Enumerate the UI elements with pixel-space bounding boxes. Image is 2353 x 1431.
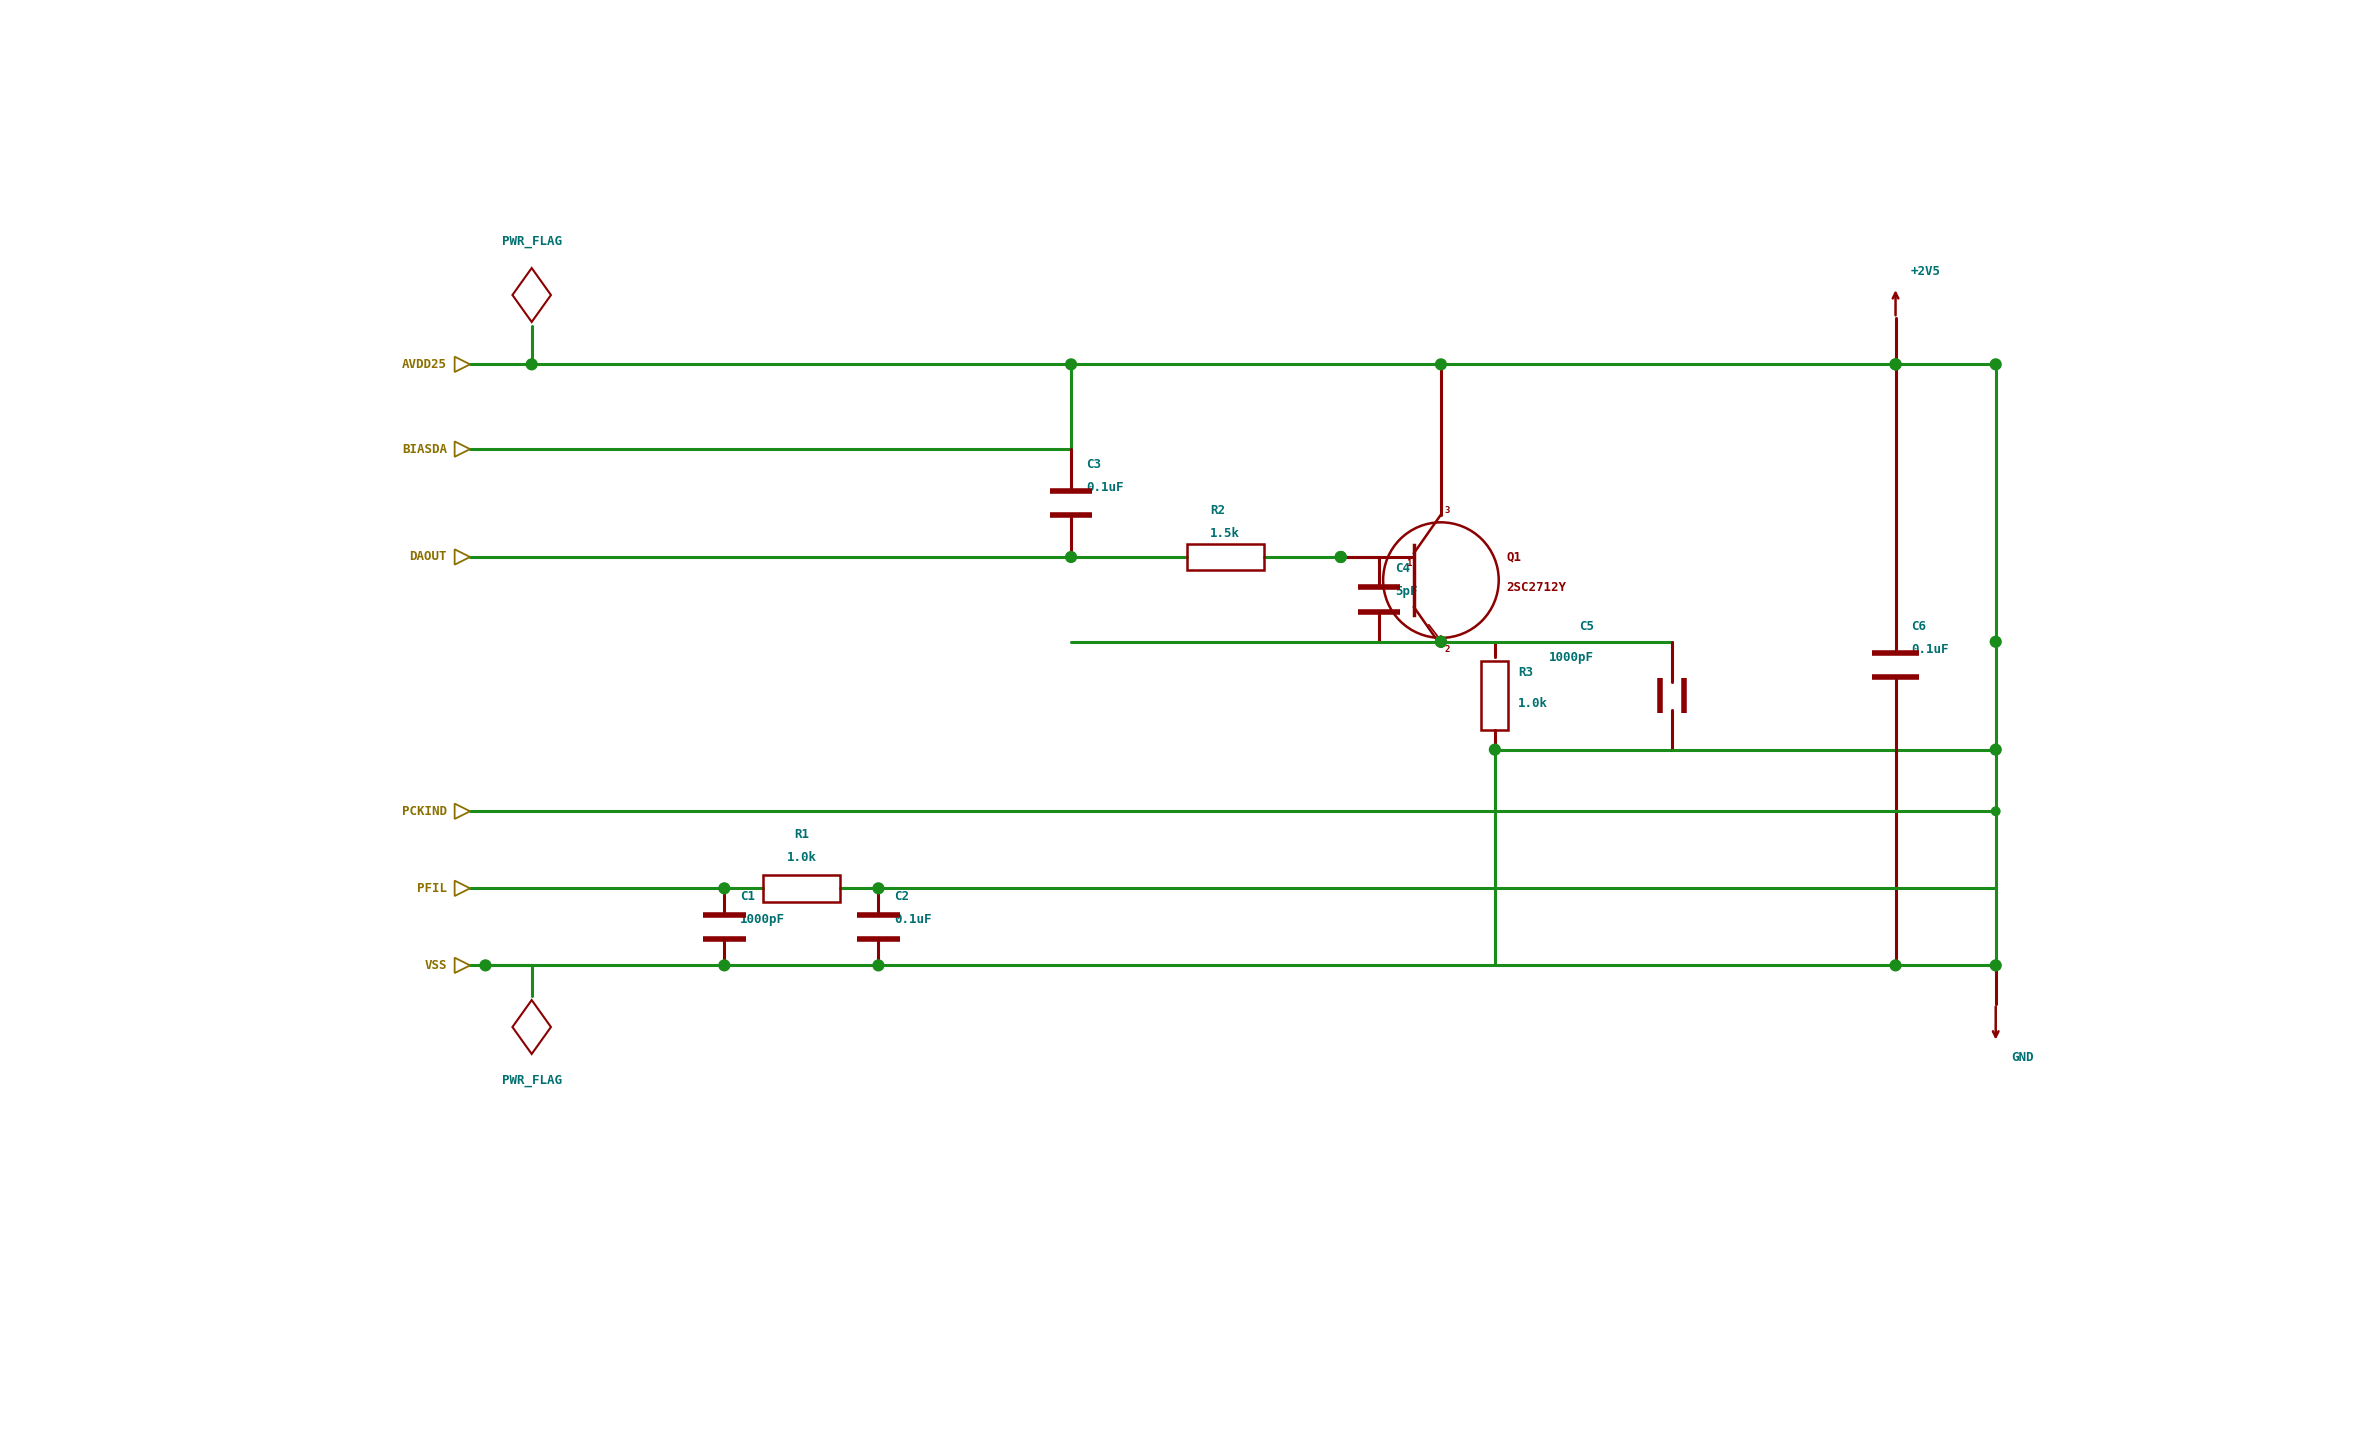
Circle shape xyxy=(1991,960,2000,970)
Text: 1.5k: 1.5k xyxy=(1209,528,1240,541)
Circle shape xyxy=(1889,960,1901,970)
Circle shape xyxy=(1489,744,1501,756)
Circle shape xyxy=(480,960,492,970)
Text: PWR_FLAG: PWR_FLAG xyxy=(501,235,562,248)
Text: C3: C3 xyxy=(1087,458,1101,471)
Circle shape xyxy=(527,359,536,369)
Text: C4: C4 xyxy=(1395,562,1409,575)
Text: VSS: VSS xyxy=(424,959,447,972)
Text: 3: 3 xyxy=(1445,507,1449,515)
Bar xyxy=(1482,661,1508,730)
Text: 0.1uF: 0.1uF xyxy=(1911,643,1948,655)
Text: R1: R1 xyxy=(793,829,809,841)
Text: AVDD25: AVDD25 xyxy=(402,358,447,371)
Text: R3: R3 xyxy=(1518,665,1534,680)
Text: 1.0k: 1.0k xyxy=(1518,697,1548,710)
Circle shape xyxy=(1435,637,1447,647)
Text: 1.0k: 1.0k xyxy=(786,851,816,864)
Circle shape xyxy=(1435,359,1447,369)
Text: 2: 2 xyxy=(1445,645,1449,654)
Text: 2SC2712Y: 2SC2712Y xyxy=(1506,581,1567,594)
Text: R2: R2 xyxy=(1209,504,1226,517)
Text: PFIL: PFIL xyxy=(416,881,447,894)
Circle shape xyxy=(873,960,885,970)
Text: 1000pF: 1000pF xyxy=(1548,651,1593,664)
Bar xyxy=(1186,544,1264,571)
Circle shape xyxy=(1337,551,1346,562)
Text: PCKIND: PCKIND xyxy=(402,804,447,817)
Text: C5: C5 xyxy=(1579,620,1595,633)
Text: BIASDA: BIASDA xyxy=(402,442,447,455)
Text: 5pF: 5pF xyxy=(1395,585,1417,598)
Circle shape xyxy=(1066,359,1075,369)
Circle shape xyxy=(1435,637,1447,647)
Circle shape xyxy=(1991,359,2000,369)
Circle shape xyxy=(720,883,729,894)
Text: +2V5: +2V5 xyxy=(1911,265,1941,279)
Bar xyxy=(762,874,840,902)
Text: 0.1uF: 0.1uF xyxy=(894,913,932,926)
Text: C1: C1 xyxy=(739,890,755,903)
Text: 0.1uF: 0.1uF xyxy=(1087,481,1125,494)
Text: PWR_FLAG: PWR_FLAG xyxy=(501,1075,562,1088)
Circle shape xyxy=(1991,637,2000,647)
Text: C6: C6 xyxy=(1911,620,1927,633)
Text: 1: 1 xyxy=(1407,558,1412,568)
Text: DAOUT: DAOUT xyxy=(409,551,447,564)
Text: C2: C2 xyxy=(894,890,908,903)
Circle shape xyxy=(1889,359,1901,369)
Text: GND: GND xyxy=(2012,1052,2033,1065)
Circle shape xyxy=(1991,744,2000,756)
Circle shape xyxy=(720,960,729,970)
Circle shape xyxy=(1991,807,2000,816)
Text: 1000pF: 1000pF xyxy=(739,913,786,926)
Circle shape xyxy=(873,883,885,894)
Circle shape xyxy=(1889,359,1901,369)
Text: Q1: Q1 xyxy=(1506,551,1522,564)
Circle shape xyxy=(1066,551,1075,562)
Circle shape xyxy=(1337,551,1346,562)
